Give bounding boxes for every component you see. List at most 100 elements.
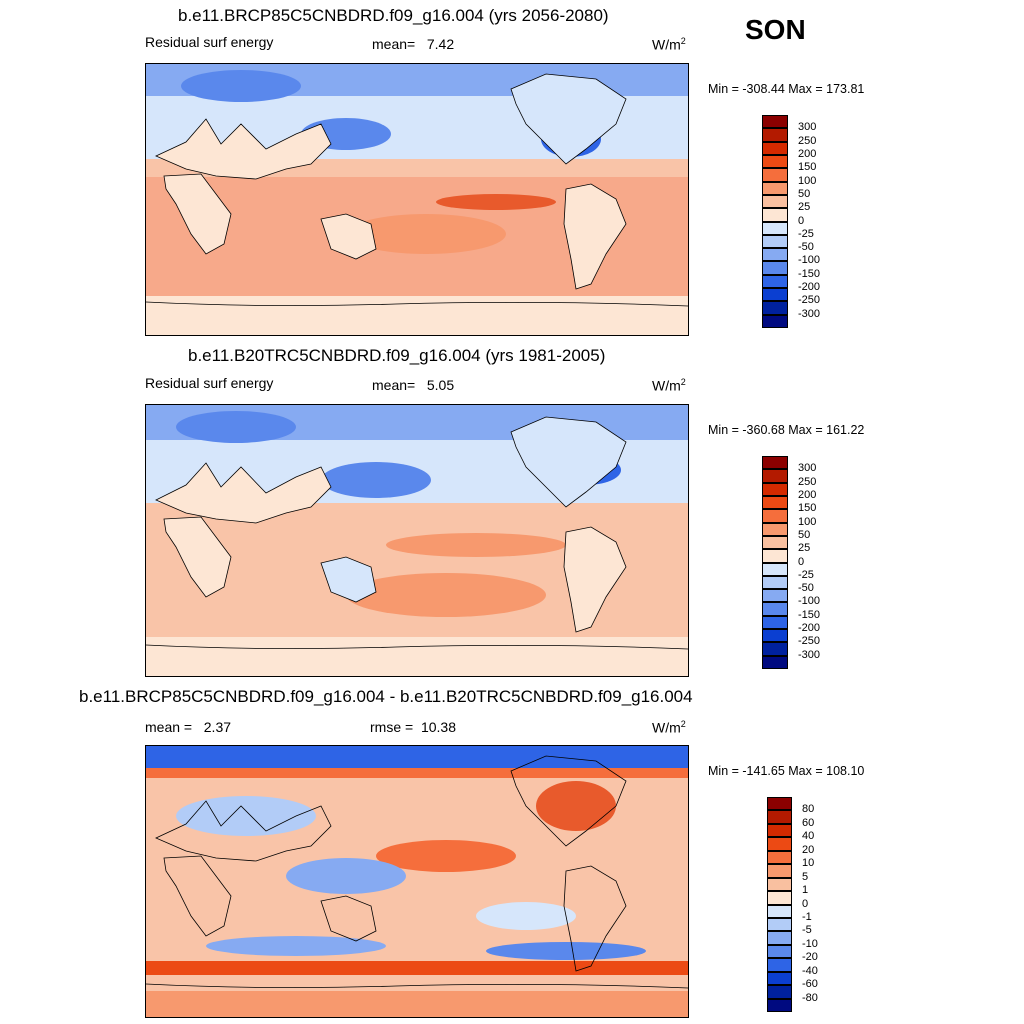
panel1-minmax: Min = -308.44 Max = 173.81 xyxy=(708,82,865,96)
panel1-mean-label: mean= xyxy=(372,36,416,52)
panel1-units-sup: 2 xyxy=(680,36,686,46)
colorbar-swatch xyxy=(762,221,788,235)
colorbar-swatch xyxy=(762,495,788,510)
colorbar-label: -50 xyxy=(798,241,814,254)
panel3-mean-value: 2.37 xyxy=(203,719,232,735)
colorbar-swatch xyxy=(762,642,788,656)
colorbar-swatch xyxy=(762,115,788,129)
panel2-minmax: Min = -360.68 Max = 161.22 xyxy=(708,423,865,437)
panel2-mean-label: mean= xyxy=(372,377,416,393)
panel2-units-sup: 2 xyxy=(680,377,686,387)
colorbar-swatch xyxy=(767,944,792,959)
colorbar-swatch xyxy=(762,522,788,536)
panel2-map-field xyxy=(146,405,688,676)
colorbar-label: 100 xyxy=(798,515,817,528)
colorbar-label: -25 xyxy=(798,227,814,240)
panel2-mean: mean= 5.05 xyxy=(372,377,454,393)
colorbar-swatch xyxy=(762,456,788,470)
colorbar-label: 50 xyxy=(798,528,811,541)
panel3-mean-label: mean = xyxy=(145,719,193,735)
colorbar-swatch xyxy=(762,562,788,576)
colorbar-swatch xyxy=(767,850,792,865)
colorbar-swatch xyxy=(767,971,792,986)
colorbar-label: 0 xyxy=(798,555,805,568)
colorbar-label: 25 xyxy=(798,201,811,214)
colorbar-label: 150 xyxy=(798,161,817,174)
panel2-title: b.e11.B20TRC5CNBDRD.f09_g16.004 (yrs 198… xyxy=(188,346,606,365)
colorbar-swatch xyxy=(762,154,788,169)
colorbar-label: -250 xyxy=(798,635,821,648)
colorbar-swatch xyxy=(762,141,788,155)
colorbar-swatch xyxy=(762,261,788,275)
colorbar-swatch xyxy=(767,837,792,851)
colorbar-label: -250 xyxy=(798,294,821,307)
colorbar-swatch xyxy=(767,810,792,824)
colorbar-swatch xyxy=(762,208,788,222)
colorbar-label: -300 xyxy=(798,648,821,661)
colorbar-swatch xyxy=(767,823,792,838)
colorbar-swatch xyxy=(762,482,788,496)
colorbar-label: -40 xyxy=(802,964,818,977)
colorbar-label: -200 xyxy=(798,281,821,294)
colorbar-label: 250 xyxy=(798,475,817,488)
colorbar-swatch xyxy=(762,535,788,550)
colorbar-label: 50 xyxy=(798,187,811,200)
colorbar-swatch xyxy=(762,314,788,328)
panel3-minmax: Min = -141.65 Max = 108.10 xyxy=(708,764,865,778)
colorbar-swatch xyxy=(762,575,788,590)
colorbar-label: -25 xyxy=(798,568,814,581)
panel1-map xyxy=(145,63,689,336)
colorbar-swatch xyxy=(762,602,788,616)
colorbar-swatch xyxy=(762,469,788,483)
colorbar-label: -5 xyxy=(802,924,812,937)
colorbar-swatch xyxy=(767,985,792,999)
panel3-mean: mean = 2.37 xyxy=(145,719,231,735)
colorbar-swatch xyxy=(762,181,788,195)
colorbar-label: 25 xyxy=(798,542,811,555)
colorbar-swatch xyxy=(762,288,788,302)
colorbar-label: 5 xyxy=(802,870,809,883)
colorbar-label: 200 xyxy=(798,488,817,501)
colorbar-label: 250 xyxy=(798,134,817,147)
colorbar-swatch xyxy=(762,194,788,209)
colorbar-label: 300 xyxy=(798,462,817,475)
colorbar-label: -10 xyxy=(802,937,818,950)
colorbar-label: 100 xyxy=(798,174,817,187)
colorbar-swatch xyxy=(762,509,788,523)
colorbar-label: 150 xyxy=(798,502,817,515)
colorbar-swatch xyxy=(762,234,788,249)
colorbar-swatch xyxy=(767,998,792,1012)
panel1-title: b.e11.BRCP85C5CNBDRD.f09_g16.004 (yrs 20… xyxy=(178,6,609,25)
colorbar-swatch xyxy=(767,891,792,905)
colorbar-label: 200 xyxy=(798,147,817,160)
panel2-units-text: W/m xyxy=(652,377,681,394)
colorbar-label: -20 xyxy=(802,951,818,964)
colorbar-swatch xyxy=(762,128,788,142)
panel1-map-field xyxy=(146,64,688,335)
panel3-map-field xyxy=(146,746,688,1017)
colorbar-swatch xyxy=(767,958,792,972)
panel3-rmse-value: 10.38 xyxy=(420,719,457,735)
panel1-mean-value: 7.42 xyxy=(426,36,455,52)
colorbar-label: -100 xyxy=(798,595,821,608)
panel1-field-label: Residual surf energy xyxy=(145,34,274,50)
panel3-rmse: rmse = 10.38 xyxy=(370,719,456,735)
panel1-units: W/m2 xyxy=(652,36,686,53)
colorbar-swatch xyxy=(762,549,788,563)
colorbar-label: -300 xyxy=(798,307,821,320)
colorbar-swatch xyxy=(762,168,788,182)
colorbar-swatch xyxy=(767,877,792,892)
colorbar-label: 40 xyxy=(802,830,815,843)
colorbar-swatch xyxy=(767,904,792,918)
panel3-units-sup: 2 xyxy=(680,719,686,729)
colorbar-label: -200 xyxy=(798,622,821,635)
colorbar-swatch xyxy=(762,589,788,603)
colorbar-swatch xyxy=(767,917,792,932)
panel1-mean: mean= 7.42 xyxy=(372,36,454,52)
colorbar-label: 10 xyxy=(802,857,815,870)
panel1-units-text: W/m xyxy=(652,36,681,53)
colorbar-swatch xyxy=(767,864,792,878)
colorbar-label: 80 xyxy=(802,803,815,816)
panel2-map xyxy=(145,404,689,677)
panel2-units: W/m2 xyxy=(652,377,686,394)
